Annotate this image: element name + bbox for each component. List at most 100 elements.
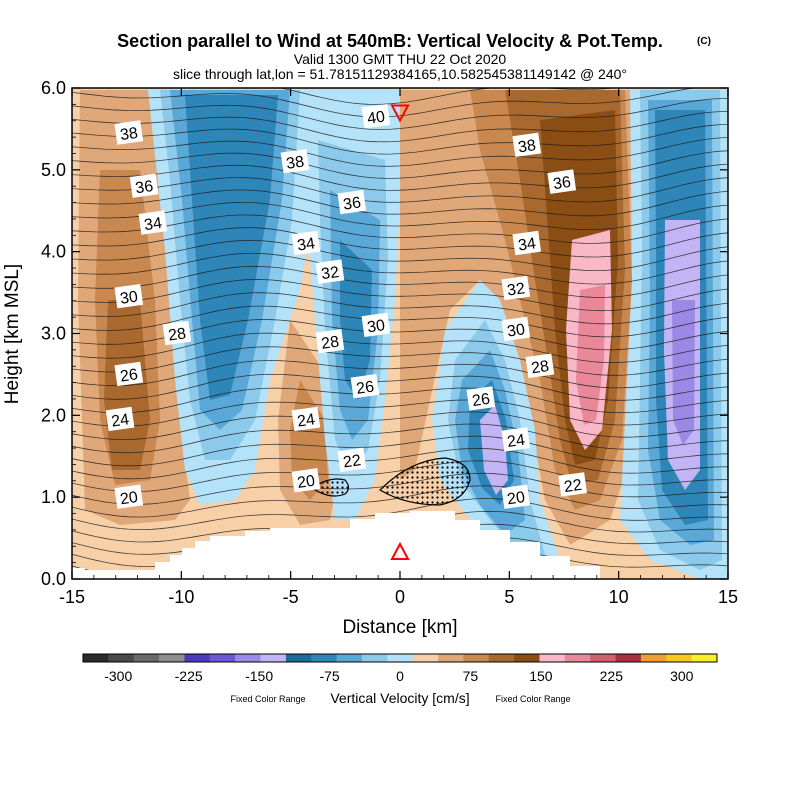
colorbar-tick-label: 75 xyxy=(463,668,479,684)
colorbar-tick-label: 150 xyxy=(529,668,553,684)
isentrope-line xyxy=(72,332,728,363)
isentrope-label-box xyxy=(466,386,496,411)
isentrope-line xyxy=(72,435,728,467)
isentrope-label: 32 xyxy=(501,275,531,301)
isentrope-label-text: 20 xyxy=(119,489,139,508)
y-axis-label: Height [km MSL] xyxy=(2,264,23,404)
isentrope-label-text: 38 xyxy=(285,153,305,172)
isentrope-label-text: 22 xyxy=(342,452,362,471)
isentrope-label: 40 xyxy=(361,103,391,129)
isentrope-label: 32 xyxy=(315,259,345,284)
isentrope-label: 24 xyxy=(105,406,135,432)
isentrope-label-text: 24 xyxy=(110,411,130,430)
isentrope-label-box xyxy=(337,189,367,215)
colorbar-swatch xyxy=(108,654,135,662)
isentrope-line xyxy=(72,239,728,271)
isentrope-label: 36 xyxy=(547,169,577,194)
isentrope-line xyxy=(72,202,728,230)
isentrope-line xyxy=(72,399,728,427)
colorbar-swatch xyxy=(615,654,642,662)
isentrope-label-text: 38 xyxy=(517,137,537,156)
colorbar-title: Vertical Velocity [cm/s] xyxy=(330,690,469,706)
stippled-region-left xyxy=(310,478,350,497)
isentrope-line xyxy=(72,98,728,130)
isentrope-label: 20 xyxy=(291,468,321,493)
downdraft-right-core xyxy=(480,405,508,495)
isentrope-label-text: 34 xyxy=(296,235,316,254)
colorbar-swatch xyxy=(412,654,439,662)
marker-triangle-down xyxy=(390,104,410,123)
isentrope-label-box xyxy=(350,373,380,399)
x-tick-label: -10 xyxy=(168,587,194,607)
isentrope-label-text: 38 xyxy=(119,125,139,144)
isentrope-label-text: 26 xyxy=(471,391,491,410)
isentrope-line xyxy=(72,460,728,492)
isentrope-line xyxy=(72,423,728,454)
isentrope-label-text: 28 xyxy=(320,333,340,352)
isentrope-line xyxy=(72,214,728,244)
chart-subtitle-valid: Valid 1300 GMT THU 22 Oct 2020 xyxy=(294,51,507,67)
isentrope-label-box xyxy=(361,103,391,129)
colorbar-swatch xyxy=(235,654,261,662)
isentrope-label-text: 36 xyxy=(552,174,572,193)
isentrope-line xyxy=(72,227,728,258)
colorbar-swatch xyxy=(666,654,692,662)
x-tick-label: 10 xyxy=(609,587,629,607)
isentrope-label-box xyxy=(291,230,321,256)
location-markers xyxy=(390,104,410,560)
isentrope-line xyxy=(72,265,728,298)
colorbar-swatch xyxy=(260,654,287,662)
isentrope-label-box xyxy=(547,169,577,194)
isentrope-label-text: 40 xyxy=(366,108,386,127)
isentrope-label: 22 xyxy=(337,447,367,473)
isentrope-line xyxy=(72,137,728,167)
isentrope-label-text: 34 xyxy=(143,215,163,234)
isentrope-label-box xyxy=(114,361,144,387)
isentrope-label: 34 xyxy=(512,230,542,256)
chart-subtitle-slice: slice through lat,lon = 51.7815112938416… xyxy=(173,66,627,82)
isentrope-label-text: 36 xyxy=(342,194,362,213)
colorbar-swatch xyxy=(184,654,211,662)
isentrope-label-box xyxy=(315,259,345,284)
isentrope-label-box xyxy=(501,275,531,301)
y-tick-label: 6.0 xyxy=(41,78,66,98)
isentrope-line xyxy=(72,163,728,191)
chart-title: Section parallel to Wind at 540mB: Verti… xyxy=(117,31,663,51)
isentrope-label: 24 xyxy=(501,427,531,452)
isentrope-line xyxy=(72,177,728,203)
isentrope-line xyxy=(72,360,728,389)
colorbar-tick-label: 300 xyxy=(670,668,694,684)
isentrope-label-text: 34 xyxy=(517,235,537,254)
colorbar-swatch xyxy=(336,654,363,662)
isentrope-label: 38 xyxy=(512,132,542,157)
isentrope-label-box xyxy=(315,328,345,354)
colorbar-swatch xyxy=(438,654,464,662)
isentrope-label: 26 xyxy=(466,386,496,411)
isentrope-label: 20 xyxy=(501,484,531,509)
isentrope-label-text: 26 xyxy=(119,366,139,385)
isentrope-label-box xyxy=(525,353,555,378)
isentrope-label: 30 xyxy=(361,312,391,338)
colorbar-tick-label: -75 xyxy=(319,668,339,684)
isentrope-label: 24 xyxy=(291,406,321,432)
x-tick-label: -15 xyxy=(59,587,85,607)
isentrope-label-box xyxy=(105,406,135,432)
isentrope-line xyxy=(72,189,728,217)
isentrope-line xyxy=(72,346,728,376)
isentrope-labels: 3836343028262420383634322830262422204038… xyxy=(105,103,588,509)
colorbar-tick-label: 225 xyxy=(600,668,624,684)
isentrope-label-text: 24 xyxy=(506,432,526,451)
terrain xyxy=(72,511,600,579)
isentrope-label-text: 24 xyxy=(296,411,316,430)
isentrope-line xyxy=(72,373,728,401)
colorbar-swatch xyxy=(488,654,515,662)
colorbar: -300 -225 -150 -75 0 75 150 225 300 xyxy=(82,653,718,684)
isentrope-label: 20 xyxy=(114,484,144,509)
x-tick-label: 0 xyxy=(395,587,405,607)
y-axis: 0.0 1.0 2.0 3.0 4.0 5.0 6.0 xyxy=(41,78,728,589)
isentrope-label-text: 32 xyxy=(320,264,340,283)
isentrope-label: 28 xyxy=(525,353,555,378)
isentrope-line xyxy=(72,447,728,480)
isentrope-label-box xyxy=(280,148,310,174)
